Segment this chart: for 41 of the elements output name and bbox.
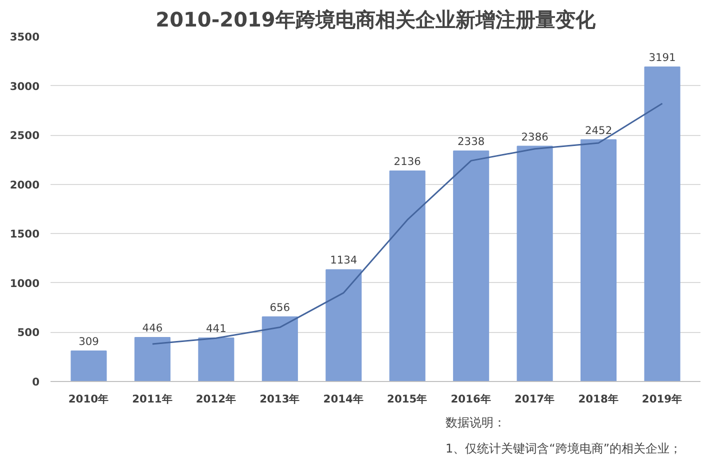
bar: [198, 338, 234, 382]
data-label: 656: [270, 300, 290, 314]
chart-title: 2010-2019年跨境电商相关企业新增注册量变化: [156, 8, 596, 32]
data-label: 1134: [330, 254, 358, 267]
x-tick-label: 2011年: [132, 392, 173, 406]
bar: [389, 170, 426, 382]
x-tick-label: 2013年: [260, 392, 300, 406]
bar: [326, 269, 362, 382]
bar: [516, 146, 553, 382]
x-tick-label: 2014年: [323, 392, 364, 406]
x-tick-label: 2018年: [578, 392, 619, 406]
x-tick-label: 2012年: [196, 392, 237, 406]
data-label: 2338: [458, 135, 485, 148]
bar: [453, 150, 490, 382]
y-tick-label: 3000: [10, 80, 40, 93]
x-tick-label: 2019年: [642, 392, 683, 406]
bar: [134, 337, 170, 382]
bar: [580, 139, 617, 382]
data-label: 309: [78, 335, 100, 348]
x-tick-label: 2016年: [450, 392, 492, 406]
bar: [70, 350, 107, 382]
text: 1、仅统计关键词含“跨境电商”的相关企业；: [446, 442, 682, 456]
y-tick-label: 2000: [10, 178, 40, 192]
x-tick-label: 2017年: [514, 392, 556, 406]
y-tick-label: 2500: [10, 129, 40, 142]
bar: [644, 66, 680, 382]
text: 数据说明：: [446, 416, 506, 430]
y-tick-label: 1500: [10, 228, 40, 241]
data-label: 446: [142, 322, 163, 335]
x-tick-label: 2015年: [387, 392, 428, 406]
data-label: 3191: [648, 50, 676, 64]
x-tick-label: 2010年: [68, 392, 110, 406]
y-tick-label: 1000: [10, 276, 40, 290]
data-label: 2452: [584, 124, 612, 137]
data-label: 441: [206, 322, 226, 336]
data-label: 2386: [521, 130, 549, 144]
y-tick-label: 500: [17, 326, 40, 340]
data-label: 2136: [394, 154, 422, 168]
y-tick-label: 3500: [10, 30, 40, 44]
bar: [262, 316, 298, 382]
y-tick-label: 0: [32, 376, 40, 388]
